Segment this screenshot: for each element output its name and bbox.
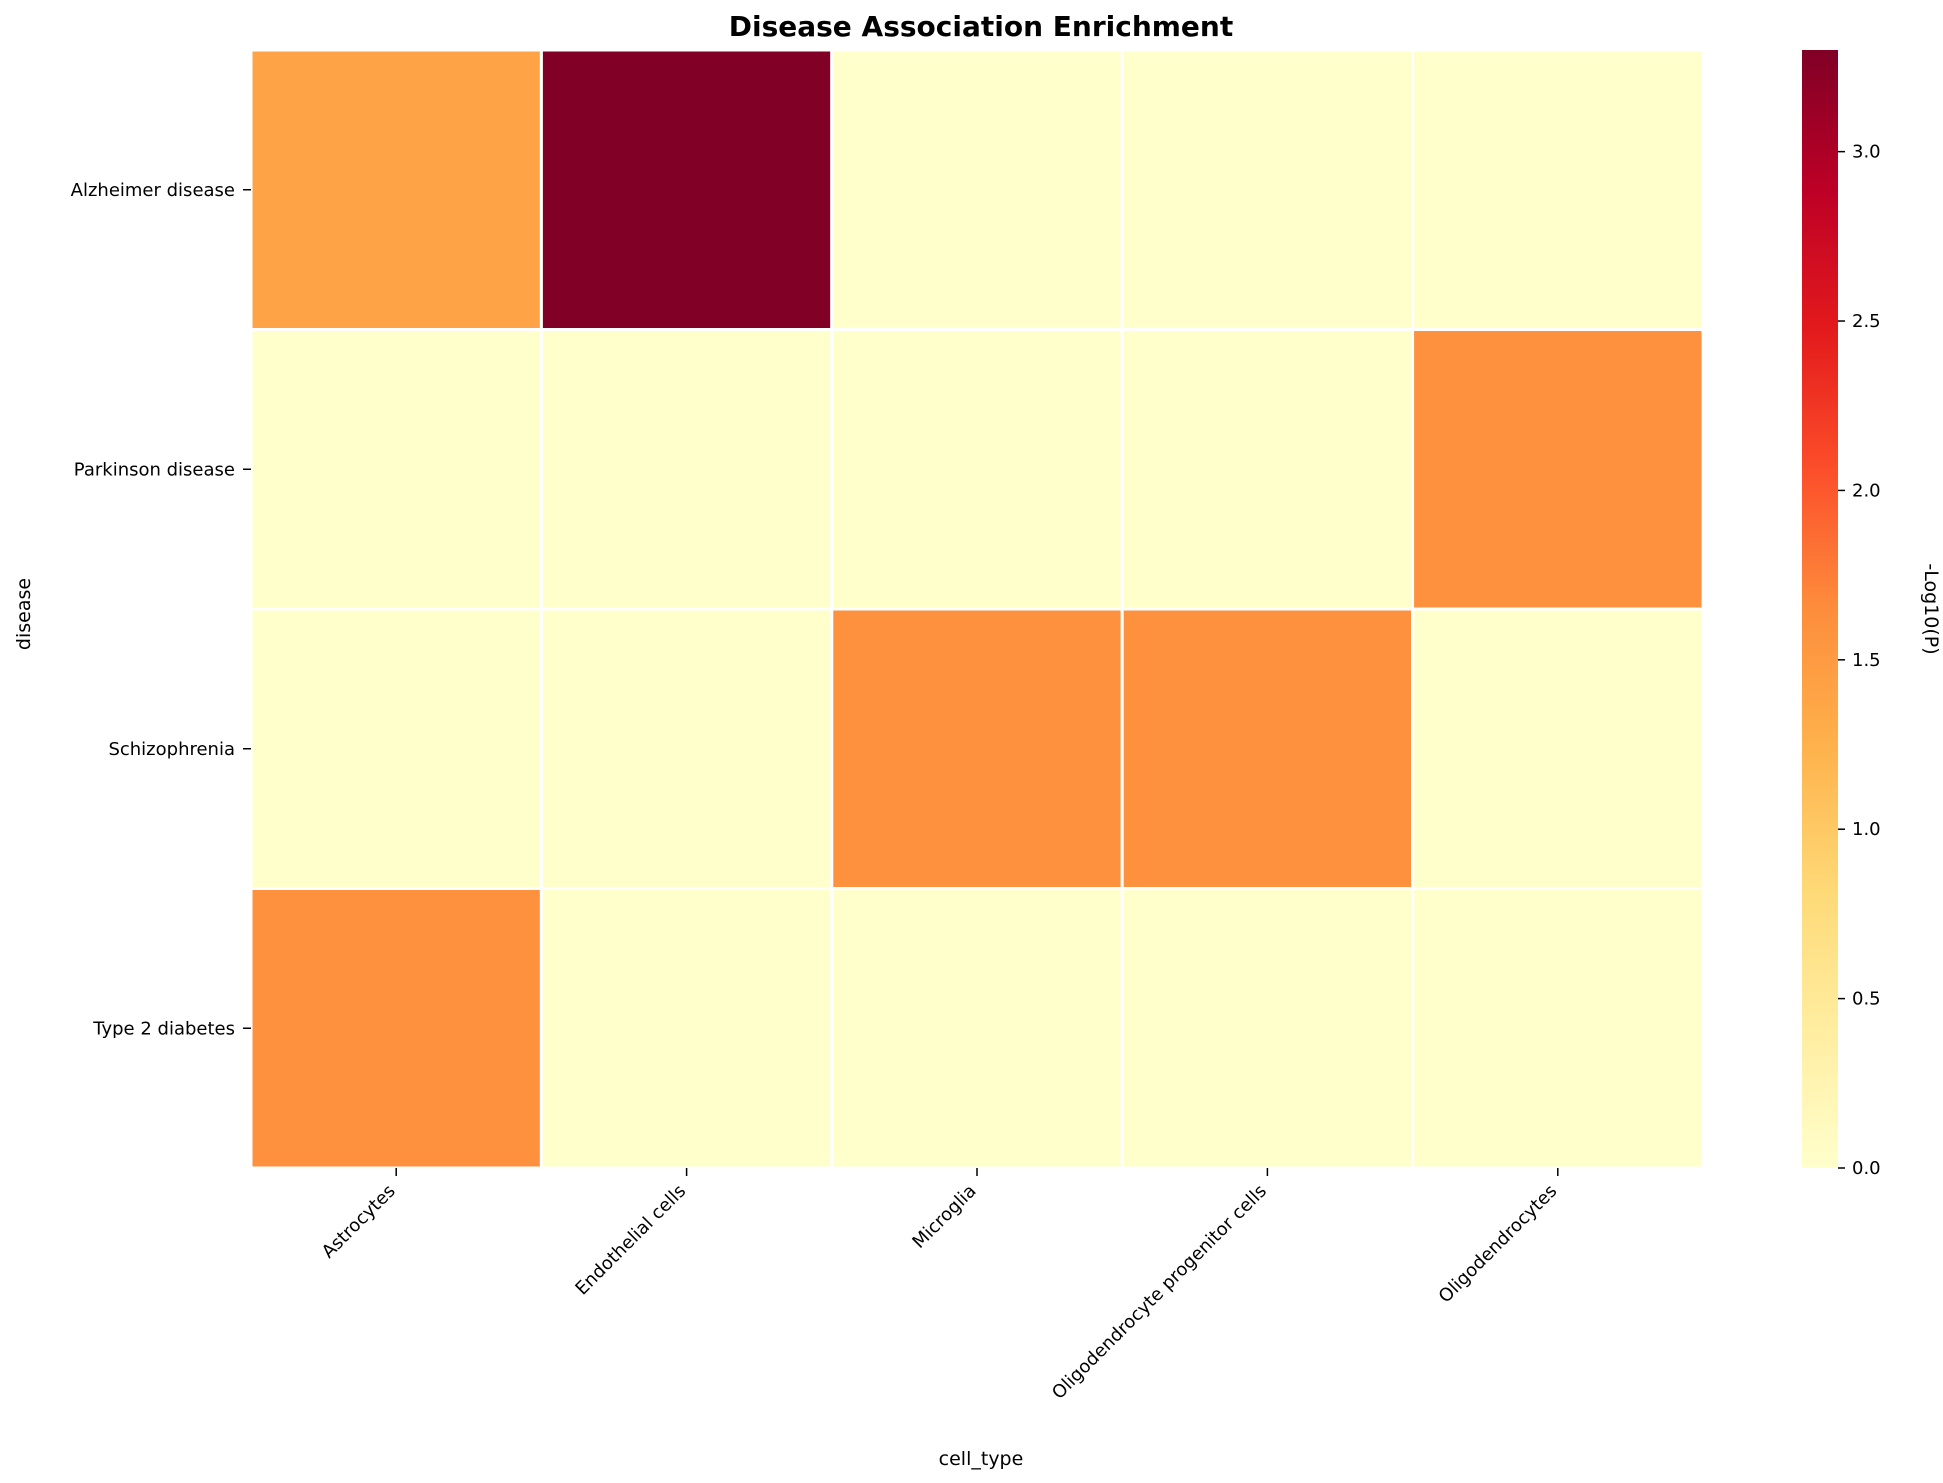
heatmap-cell: [1120, 887, 1415, 1170]
colorbar-tick-label: 1.5: [1852, 650, 1881, 671]
colorbar: [1802, 50, 1838, 1168]
colorbar-label: -Log10(P): [1920, 563, 1942, 654]
x-tick-label: Microglia: [908, 1181, 980, 1253]
heatmap-cell: [249, 887, 543, 1170]
y-tick-label: Type 2 diabetes: [92, 1018, 235, 1039]
colorbar-tick-label: 0.0: [1852, 1158, 1881, 1179]
heatmap-cell: [1120, 48, 1415, 331]
heatmap-cell: [249, 48, 543, 331]
heatmap-cell: [1411, 328, 1705, 611]
x-tick-label: Astrocytes: [318, 1181, 400, 1263]
heatmap-cell: [830, 607, 1124, 890]
colorbar-tick-label: 0.5: [1852, 989, 1881, 1010]
heatmap-cell: [830, 887, 1124, 1170]
heatmap-cell: [830, 328, 1124, 611]
heatmap-cell: [249, 328, 543, 611]
y-tick-label: Parkinson disease: [74, 459, 235, 480]
x-axis-label: cell_type: [939, 1448, 1024, 1470]
heatmap-cell: [1411, 887, 1705, 1170]
y-tick-label: Alzheimer disease: [71, 180, 235, 201]
colorbar-tick-label: 3.0: [1852, 142, 1881, 163]
x-axis: Astrocytes Endothelial cells Microglia Olig…: [318, 1168, 1562, 1404]
colorbar-tick-label: 2.0: [1852, 480, 1881, 501]
colorbar-tick-label: 1.0: [1852, 819, 1881, 840]
colorbar-tick-label: 2.5: [1852, 311, 1881, 332]
heatmap-cell: [830, 48, 1124, 331]
heatmap-cell: [249, 607, 543, 890]
heatmap-cell: [539, 607, 834, 890]
x-tick-label: Endothelial cells: [571, 1181, 690, 1300]
heatmap-cell: [1411, 607, 1705, 890]
y-axis: Alzheimer disease Parkinson disease Schizo…: [71, 180, 251, 1039]
heatmap-cell: [1120, 607, 1415, 890]
x-tick-label: Oligodendrocytes: [1435, 1181, 1562, 1308]
heatmap-cell: [539, 887, 834, 1170]
y-axis-label: disease: [13, 578, 35, 650]
x-tick-label: Oligodendrocyte progenitor cells: [1048, 1181, 1271, 1404]
chart-title: Disease Association Enrichment: [729, 10, 1234, 43]
heatmap-cell: [539, 328, 834, 611]
y-tick-label: Schizophrenia: [108, 739, 235, 760]
heatmap-cells: [249, 48, 1705, 1170]
heatmap-cell: [539, 48, 834, 331]
heatmap-cell: [1411, 48, 1705, 331]
heatmap-cell: [1120, 328, 1415, 611]
colorbar-axis: 0.0 0.5 1.0 1.5 2.0 2.5 3.0: [1838, 142, 1881, 1179]
